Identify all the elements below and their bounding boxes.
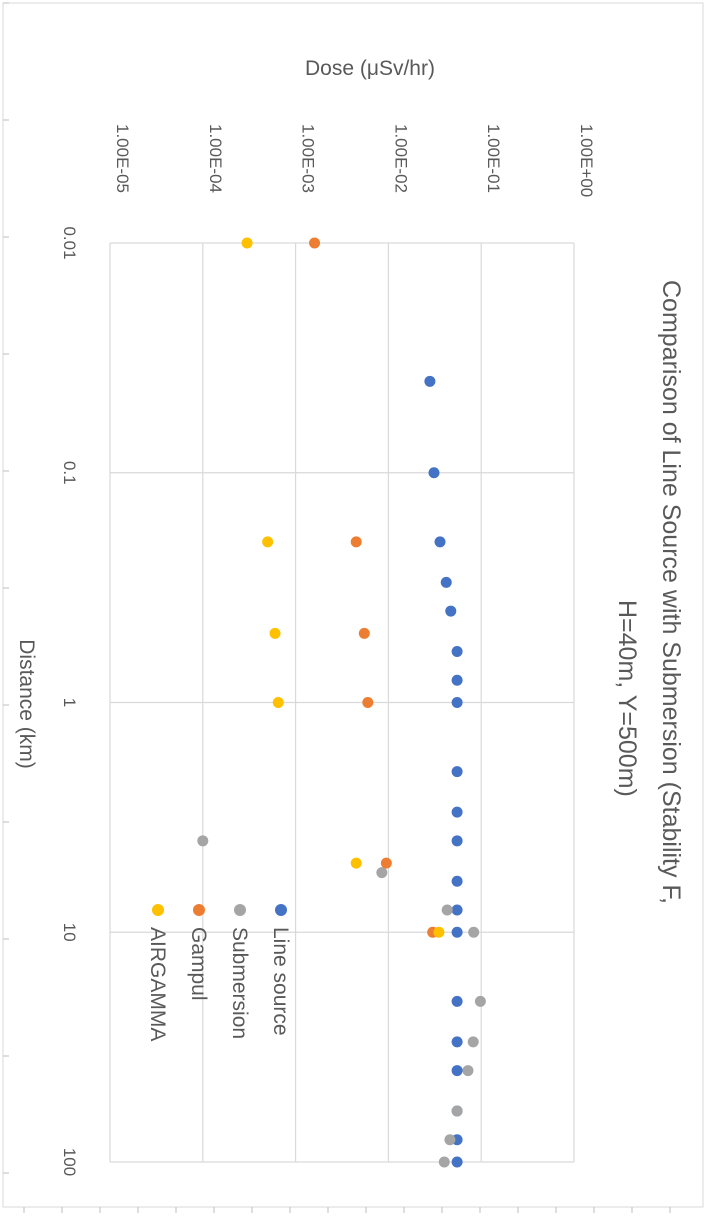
data-point — [474, 995, 486, 1007]
data-point — [451, 1065, 463, 1077]
y-tick-label-group: 1.00E-03 — [299, 124, 318, 193]
data-point — [444, 1134, 456, 1146]
legend: Line source Submersion Gampul AIRGAMMA — [146, 904, 292, 1041]
y-tick-label: 1.00E-02 — [391, 124, 410, 193]
series-submersion — [197, 835, 486, 1168]
data-point — [262, 536, 274, 548]
legend-label: Gampul — [187, 927, 210, 1001]
data-point — [362, 697, 374, 708]
data-point — [451, 1156, 463, 1168]
legend-label-group: Gampul — [187, 927, 210, 1001]
y-tick-label-group: 1.00E-04 — [206, 124, 225, 193]
data-point — [272, 697, 284, 708]
legend-label-group: Line source — [269, 927, 292, 1036]
data-point — [467, 1036, 479, 1048]
legend-marker — [234, 904, 246, 916]
data-point — [462, 1065, 474, 1077]
x-tick-label: 1 — [60, 698, 79, 707]
legend-label-group: Submersion — [228, 927, 251, 1039]
x-tick-label-group: 0.01 — [60, 226, 79, 259]
legend-label: Line source — [269, 927, 292, 1036]
series-line-source — [424, 375, 463, 1168]
x-tick-label-group: 100 — [60, 1148, 79, 1176]
legend-label-group: AIRGAMMA — [146, 927, 169, 1041]
chart-title-line-1: Comparison of Line Source with Submersio… — [657, 280, 685, 904]
data-point — [424, 375, 436, 387]
series-gampul — [309, 237, 439, 938]
x-tick-label-group: 10 — [60, 923, 79, 942]
chart-title: Comparison of Line Source with Submersio… — [613, 280, 685, 904]
tick-labels: 1.00E-05 1.00E-04 1.00E-03 1.00E-02 1.00E-01… — [60, 124, 596, 1176]
data-point — [269, 627, 281, 639]
y-tick-label-group: 1.00E-05 — [113, 124, 132, 193]
data-point — [451, 995, 463, 1007]
legend-label: Submersion — [228, 927, 251, 1039]
legend-marker — [275, 904, 287, 916]
y-tick-label-group: 1.00E-01 — [484, 124, 503, 193]
x-tick-label: 100 — [60, 1148, 79, 1176]
grid-layer — [109, 242, 575, 1163]
data-point — [434, 536, 446, 548]
data-point — [451, 697, 463, 708]
y-tick-label: 1.00E-01 — [484, 124, 503, 193]
data-point — [451, 1105, 463, 1117]
data-point — [350, 857, 362, 869]
data-point — [441, 904, 453, 916]
x-tick-label: 10 — [60, 923, 79, 942]
data-point — [433, 926, 445, 938]
data-point — [241, 237, 253, 249]
chart-title-line-2: H=40m, Y=500m) — [613, 600, 641, 797]
data-point — [451, 646, 463, 658]
legend-marker — [193, 904, 205, 916]
data-point — [358, 627, 370, 639]
y-tick-label-group: 1.00E+00 — [577, 124, 596, 197]
data-point — [451, 875, 463, 887]
data-point — [428, 467, 440, 479]
legend-label: AIRGAMMA — [146, 927, 169, 1041]
data-point — [468, 926, 480, 938]
legend-item: AIRGAMMA — [146, 904, 169, 1041]
x-tick-label-group: 0.1 — [60, 461, 79, 485]
data-point — [451, 806, 463, 818]
y-tick-label: 1.00E-04 — [206, 124, 225, 193]
data-point — [197, 835, 209, 847]
legend-item: Line source — [269, 904, 292, 1036]
legend-item: Submersion — [228, 904, 251, 1039]
data-point — [440, 576, 452, 588]
legend-marker — [152, 904, 164, 916]
chart-frame — [2, 2, 704, 1208]
y-tick-label: 1.00E-05 — [113, 124, 132, 193]
y-tick-label-group: 1.00E-02 — [391, 124, 410, 193]
data-point — [438, 1156, 450, 1168]
data-point — [451, 766, 463, 778]
x-tick-label: 0.01 — [60, 226, 79, 259]
data-point — [376, 867, 388, 879]
data-point — [445, 605, 457, 617]
data-point — [309, 237, 321, 249]
data-point — [451, 926, 463, 938]
x-axis-title: Distance (km) — [15, 639, 38, 769]
data-point — [451, 674, 463, 686]
frame-ticks — [3, 2, 671, 1213]
data-point — [350, 536, 362, 548]
legend-item: Gampul — [187, 904, 210, 1001]
x-tick-label: 0.1 — [60, 461, 79, 485]
y-tick-label: 1.00E+00 — [577, 124, 596, 197]
data-point — [451, 904, 463, 916]
data-point — [380, 857, 392, 869]
x-tick-label-group: 1 — [60, 698, 79, 707]
y-axis-title: Dose (μSv/hr) — [305, 57, 435, 80]
series-airgamma — [241, 237, 445, 938]
x-axis-title-group: Distance (km) — [15, 639, 38, 769]
data-marks — [197, 237, 486, 1168]
data-point — [451, 835, 463, 847]
y-tick-label: 1.00E-03 — [299, 124, 318, 193]
data-point — [451, 1036, 463, 1048]
